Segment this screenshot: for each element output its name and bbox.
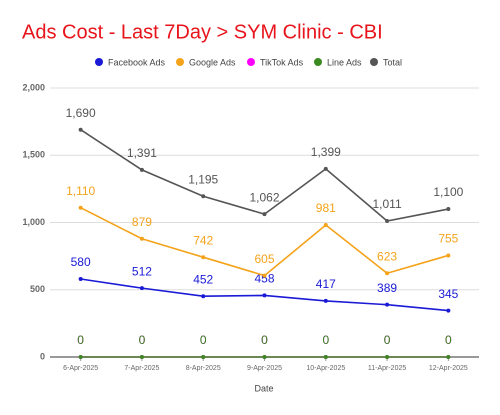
x-tick-label: 9-Apr-2025 xyxy=(247,365,282,372)
value-label: 580 xyxy=(71,255,91,269)
value-label: 345 xyxy=(438,287,458,301)
value-label: 1,195 xyxy=(188,172,218,186)
value-label: 0 xyxy=(77,333,84,347)
x-tick-label: 6-Apr-2025 xyxy=(63,365,98,372)
value-label: 0 xyxy=(384,333,391,347)
legend-label: Total xyxy=(383,57,402,67)
y-tick-label: 500 xyxy=(30,284,45,294)
value-label: 1,011 xyxy=(373,197,402,211)
point xyxy=(323,298,328,303)
x-tick-label: 11-Apr-2025 xyxy=(368,365,407,372)
legend-swatch xyxy=(176,58,184,66)
point xyxy=(201,255,206,260)
y-tick-label: 0 xyxy=(40,351,45,361)
value-label: 0 xyxy=(200,333,207,347)
point xyxy=(78,276,83,281)
legend-swatch xyxy=(247,58,255,66)
point xyxy=(262,355,267,359)
x-tick-label: 12-Apr-2025 xyxy=(429,365,468,372)
point xyxy=(262,293,267,298)
value-label: 1,690 xyxy=(66,106,96,120)
point xyxy=(201,355,206,359)
point xyxy=(139,167,144,172)
point xyxy=(323,223,328,228)
legend-swatch xyxy=(370,58,378,66)
point xyxy=(78,127,83,132)
value-label: 755 xyxy=(438,232,458,246)
value-label: 742 xyxy=(193,233,213,247)
point xyxy=(385,355,390,359)
x-axis-title: Date xyxy=(254,383,273,393)
value-label: 0 xyxy=(261,333,268,347)
value-label: 0 xyxy=(200,333,207,347)
value-label: 0 xyxy=(384,333,391,347)
legend-label: TikTok Ads xyxy=(260,57,304,67)
legend-swatch xyxy=(95,58,103,66)
value-label: 0 xyxy=(139,333,146,347)
point xyxy=(201,294,206,299)
point xyxy=(446,308,451,313)
value-label: 417 xyxy=(316,277,336,291)
value-label: 1,391 xyxy=(127,146,157,160)
y-tick-label: 1,500 xyxy=(22,150,45,160)
point xyxy=(139,355,144,359)
point xyxy=(323,166,328,171)
point xyxy=(323,355,328,359)
value-label: 1,062 xyxy=(249,190,279,204)
value-label: 1,399 xyxy=(311,145,341,159)
point xyxy=(139,286,144,291)
point xyxy=(385,302,390,307)
legend-label: Facebook Ads xyxy=(108,57,166,67)
point xyxy=(139,236,144,241)
value-label: 0 xyxy=(322,333,329,347)
value-label: 389 xyxy=(377,281,397,295)
point xyxy=(78,205,83,210)
point xyxy=(385,271,390,276)
y-tick-label: 1,000 xyxy=(22,217,45,227)
value-label: 0 xyxy=(445,333,452,347)
value-label: 0 xyxy=(322,333,329,347)
legend-swatch xyxy=(314,58,322,66)
value-label: 1,110 xyxy=(66,184,95,198)
x-tick-label: 7-Apr-2025 xyxy=(124,365,159,372)
value-label: 452 xyxy=(193,272,213,286)
point xyxy=(262,212,267,217)
legend-label: Line Ads xyxy=(327,57,362,67)
value-label: 512 xyxy=(132,264,152,278)
point xyxy=(446,253,451,258)
value-label: 0 xyxy=(445,333,452,347)
legend-label: Google Ads xyxy=(189,57,236,67)
value-label: 879 xyxy=(132,215,152,229)
point xyxy=(446,355,451,359)
value-label: 0 xyxy=(261,333,268,347)
point xyxy=(201,194,206,199)
chart-title: Ads Cost - Last 7Day > SYM Clinic - CBI xyxy=(22,21,383,43)
value-label: 981 xyxy=(316,201,336,215)
point xyxy=(262,273,267,278)
value-label: 0 xyxy=(139,333,146,347)
point xyxy=(78,355,83,359)
value-label: 623 xyxy=(377,249,397,263)
point xyxy=(446,207,451,212)
value-label: 0 xyxy=(77,333,84,347)
value-label: 458 xyxy=(254,272,274,286)
point xyxy=(385,219,390,224)
value-label: 1,100 xyxy=(433,185,463,199)
y-tick-label: 2,000 xyxy=(22,82,45,92)
x-tick-label: 10-Apr-2025 xyxy=(306,365,345,372)
x-tick-label: 8-Apr-2025 xyxy=(186,365,221,372)
value-label: 605 xyxy=(254,252,274,266)
